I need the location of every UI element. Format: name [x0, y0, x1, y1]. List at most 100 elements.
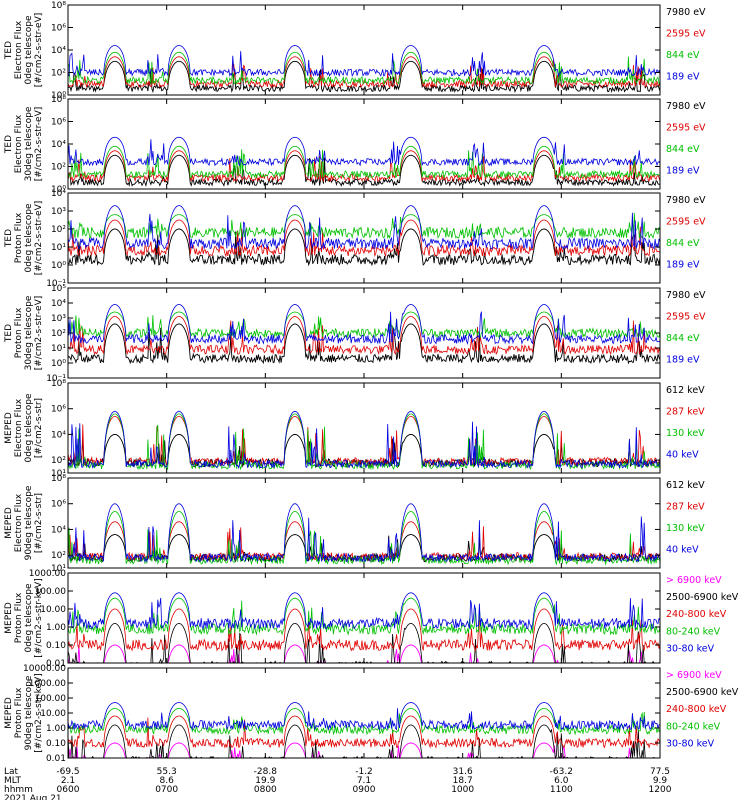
legend-entry: 287 keV — [666, 502, 705, 513]
x-tick-label: 7.1 — [357, 776, 371, 786]
legend-entry: 2500-6900 keV — [666, 592, 739, 603]
legend-entry: 844 eV — [666, 333, 700, 344]
legend-entry: > 6900 keV — [666, 575, 722, 586]
legend-entry: 2595 eV — [666, 29, 706, 40]
y-tick-label: 1.00 — [46, 724, 66, 734]
series-line-7-3 — [67, 608, 661, 652]
x-tick-label: 0700 — [155, 785, 178, 795]
x-tick-label: 77.5 — [650, 767, 670, 777]
panel-8: 10000.00 1000.00 100.00 10.00 1.00 0.10 0.01 ME… — [4, 664, 739, 764]
y-axis-label: [#/cm2-s-str-eV] — [34, 107, 44, 182]
y-tick-label: 10⁻¹ — [46, 279, 66, 289]
y-tick-label: 10² — [51, 456, 66, 466]
y-tick-label: 10⁸ — [51, 474, 66, 484]
series-line-4-4 — [67, 304, 661, 345]
legend-entry: 7980 eV — [666, 290, 706, 301]
x-tick-label: 55.3 — [157, 767, 177, 777]
legend-entry: 189 eV — [666, 355, 700, 366]
x-tick-label: -1.2 — [355, 767, 373, 777]
series-line-2-2 — [67, 150, 661, 183]
y-axis-label: [#/cm2-s-str-keV] — [34, 673, 44, 752]
y-tick-label: 100.00 — [35, 694, 67, 704]
legend-entry: 40 keV — [666, 545, 699, 556]
y-tick-label: 10⁴ — [51, 189, 66, 199]
legend-entry: 189 eV — [666, 72, 700, 83]
x-tick-label: 1200 — [649, 785, 672, 795]
y-axis-label: [#/cm2-s-str-eV] — [34, 13, 44, 88]
y-tick-label: 1.00 — [46, 623, 66, 633]
y-tick-label: 10⁸ — [51, 1, 66, 11]
series-line-2-3 — [67, 145, 661, 180]
y-axis-label: MEPED — [4, 697, 14, 729]
x-tick-label: 0800 — [254, 785, 277, 795]
y-tick-label: 10⁸ — [51, 379, 66, 389]
y-axis-label: Proton Flux — [14, 212, 24, 263]
legend-entry: 189 eV — [666, 166, 700, 177]
legend-entry: 7980 eV — [666, 101, 706, 112]
x-tick-label: 31.6 — [453, 767, 473, 777]
series-line-7-5 — [67, 592, 661, 631]
panel-7: 1000.00 100.00 10.00 1.00 0.10 0.01 MEPED Proto… — [4, 569, 739, 669]
legend-entry: 287 keV — [666, 407, 705, 418]
y-tick-label: 1000.00 — [29, 679, 66, 689]
panel-5: 10⁸ 10⁶ 10⁴ 10² 10¹ MEPED Electron Flux 0deg te… — [4, 379, 705, 479]
x-axis-row-label: hhmm — [4, 785, 33, 795]
y-tick-label: 10⁶ — [51, 500, 66, 510]
y-tick-label: 10⁵ — [51, 284, 66, 294]
y-axis-label: Electron Flux — [14, 398, 24, 457]
legend-entry: 844 eV — [666, 50, 700, 61]
y-tick-label: 10⁴ — [51, 299, 66, 309]
x-tick-label: -28.8 — [254, 767, 278, 777]
x-tick-label: 1100 — [550, 785, 573, 795]
series-line-4-3 — [67, 311, 661, 339]
y-tick-label: 10⁴ — [51, 46, 66, 56]
y-axis-label: Proton Flux — [14, 592, 24, 643]
y-axis-label: 0deg telescope — [24, 15, 34, 85]
panel-2: 10⁸ 10⁶ 10⁴ 10² 10⁰ TED Electron Flux 30deg tel… — [4, 95, 706, 195]
x-tick-label: 8.6 — [160, 776, 175, 786]
series-line-1-3 — [67, 51, 661, 86]
legend-entry: 240-800 keV — [666, 704, 727, 715]
x-tick-label: 9.9 — [653, 776, 668, 786]
panel-4: 10⁵ 10⁴ 10³ 10² 10¹ 10⁰ 10⁻¹ TED Proton Flux 30de… — [4, 284, 706, 384]
series-line-1-4 — [67, 45, 661, 78]
y-tick-label: 10⁰ — [51, 91, 66, 101]
series-line-3-4 — [67, 205, 661, 250]
x-tick-label: -63.2 — [550, 767, 573, 777]
y-tick-label: 10.00 — [40, 709, 66, 719]
y-tick-label: 10² — [51, 551, 66, 561]
x-axis-row-label: MLT — [4, 776, 22, 786]
y-tick-label: 100.00 — [35, 587, 67, 597]
y-tick-label: 10⁶ — [51, 118, 66, 128]
y-tick-label: 10⁴ — [51, 430, 66, 440]
panel-3: 10⁴ 10³ 10² 10¹ 10⁰ 10⁻¹ TED Proton Flux 0deg te… — [4, 189, 706, 289]
x-tick-label: -69.5 — [56, 767, 79, 777]
y-tick-label: 10⁰ — [51, 359, 66, 369]
y-axis-label: 30deg telescope — [24, 295, 34, 370]
legend-entry: 30-80 keV — [666, 738, 715, 749]
y-tick-label: 0.10 — [46, 641, 66, 651]
legend-entry: 7980 eV — [666, 195, 706, 206]
x-tick-label: 19.9 — [255, 776, 275, 786]
legend-entry: 612 keV — [666, 385, 705, 396]
y-axis-label: Proton Flux — [14, 307, 24, 358]
x-tick-label: 1000 — [451, 785, 474, 795]
y-tick-label: 10000.00 — [23, 664, 66, 674]
legend-entry: 2595 eV — [666, 312, 706, 323]
legend-entry: 2500-6900 keV — [666, 687, 739, 698]
y-tick-label: 10² — [51, 69, 66, 79]
y-tick-label: 10⁶ — [51, 24, 66, 34]
date-label: 2021 Aug 21 — [4, 794, 62, 800]
y-axis-label: 30deg telescope — [24, 106, 34, 181]
series-line-6-4 — [67, 503, 661, 564]
legend-entry: 7980 eV — [666, 7, 706, 18]
y-tick-label: 0.01 — [46, 754, 66, 764]
y-tick-label: 10⁸ — [51, 95, 66, 105]
y-axis-label: Electron Flux — [14, 20, 24, 79]
y-axis-label: TED — [4, 135, 14, 154]
y-axis-label: 90deg telescope — [24, 485, 34, 560]
y-tick-label: 10³ — [51, 314, 66, 324]
legend-entry: 130 keV — [666, 428, 705, 439]
y-axis-label: [#/cm2-s-str-eV] — [34, 296, 44, 371]
